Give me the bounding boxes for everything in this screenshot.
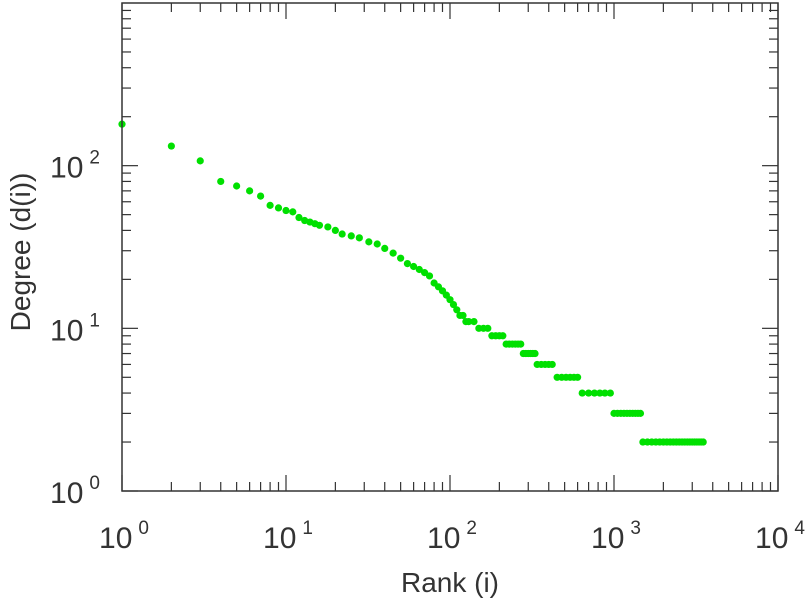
data-point [574, 373, 582, 381]
data-point [578, 389, 586, 397]
data-point [324, 223, 332, 231]
data-point [606, 389, 614, 397]
x-tick-label: 10 0 [99, 518, 149, 555]
data-point [415, 265, 423, 274]
y-axis-title: Degree (d(i)) [5, 173, 36, 332]
data-point [266, 201, 274, 209]
data-point [289, 208, 297, 216]
data-point [517, 340, 525, 348]
y-tick-label: 10 2 [50, 148, 100, 185]
data-point [282, 206, 290, 215]
y-tick-label: 10 0 [50, 473, 100, 510]
data-point [217, 177, 225, 186]
tick-labels: 10 0 10 1 10 2 10 3 10 4 10 0 10 1 10 2 [50, 148, 805, 555]
data-point [338, 230, 346, 238]
data-point [531, 349, 539, 358]
data-point [355, 234, 363, 242]
data-point [548, 360, 556, 369]
data-point [590, 389, 599, 397]
data-point [167, 142, 175, 150]
x-axis-title: Rank (i) [401, 567, 499, 598]
data-point [636, 409, 645, 417]
data-point [484, 324, 492, 332]
data-point [601, 389, 609, 397]
data-point [699, 438, 707, 446]
data-point [499, 332, 507, 340]
data-point [425, 272, 434, 280]
data-point [373, 240, 381, 248]
axis-ticks [121, 3, 779, 492]
data-point [331, 226, 339, 234]
data-point [470, 318, 478, 326]
data-point [397, 254, 405, 262]
data-point [365, 238, 373, 246]
plot-frame [121, 2, 779, 492]
data-point [410, 262, 418, 271]
data-point [584, 389, 593, 397]
data-point [295, 213, 303, 222]
y-tick-label: 10 1 [50, 310, 100, 347]
data-point [196, 157, 204, 165]
x-tick-label: 10 1 [263, 518, 313, 555]
data-point [246, 187, 254, 195]
data-point [274, 204, 283, 212]
scatter-points [118, 120, 707, 446]
data-point [256, 192, 265, 200]
data-point [347, 232, 355, 240]
data-point [453, 306, 461, 314]
data-point [381, 244, 389, 253]
x-tick-label: 10 3 [591, 518, 641, 555]
data-point [449, 300, 458, 309]
data-point [403, 260, 412, 268]
data-point [233, 182, 241, 190]
data-point [315, 221, 324, 229]
data-point [459, 311, 467, 320]
data-point [465, 318, 473, 326]
data-point [389, 249, 397, 257]
x-tick-label: 10 4 [755, 518, 805, 555]
data-point [596, 389, 604, 397]
x-tick-label: 10 2 [427, 518, 477, 555]
